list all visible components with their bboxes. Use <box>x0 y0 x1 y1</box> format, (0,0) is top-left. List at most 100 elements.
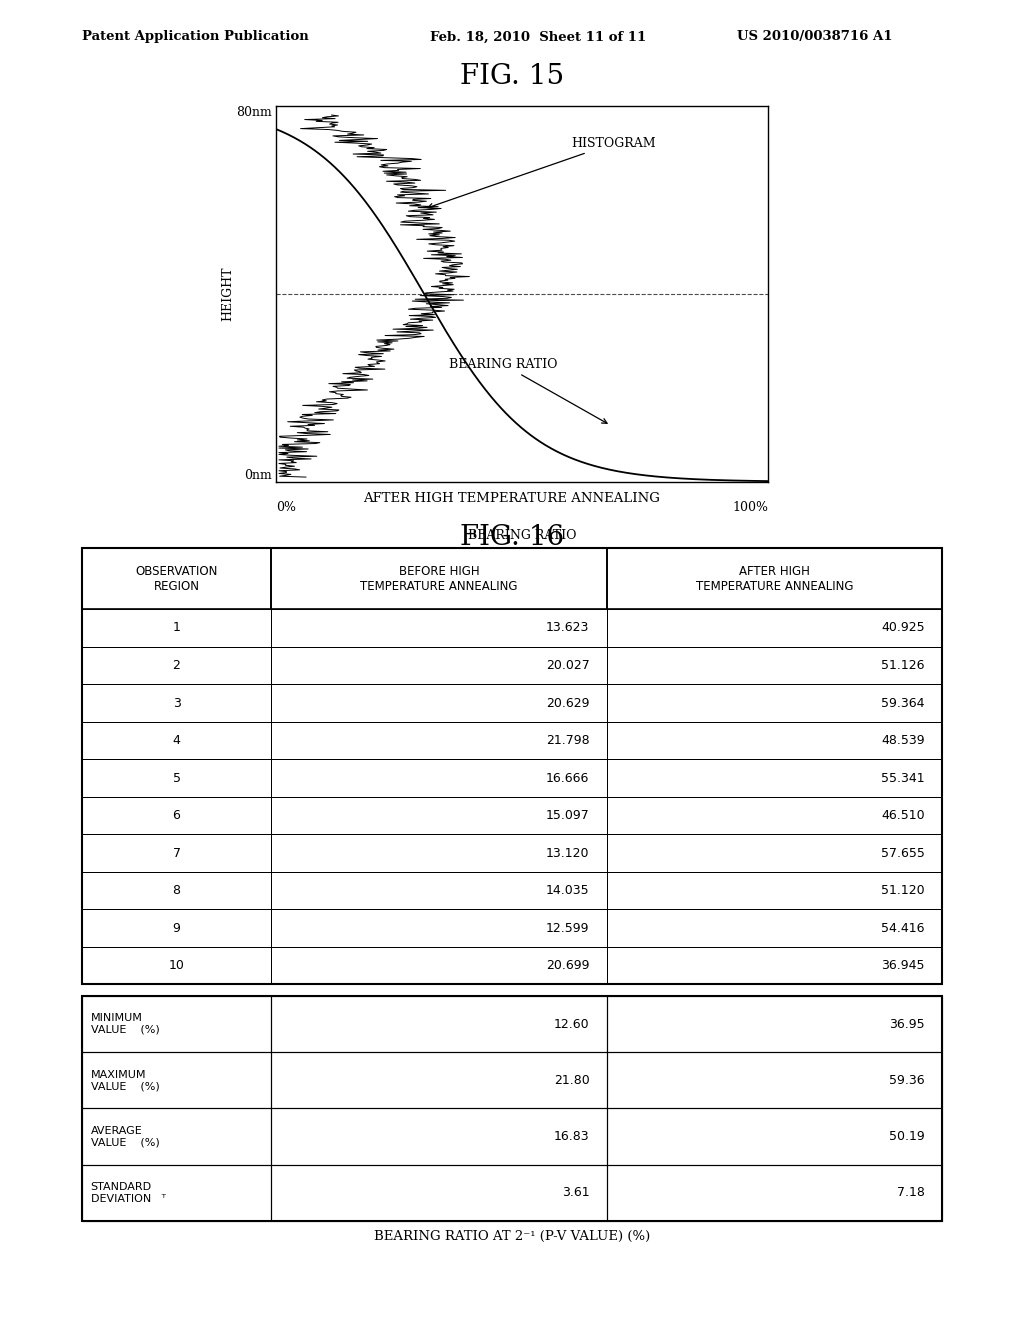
Text: 80nm: 80nm <box>236 106 271 119</box>
Bar <box>82 1052 271 1109</box>
Text: BEFORE HIGH
TEMPERATURE ANNEALING: BEFORE HIGH TEMPERATURE ANNEALING <box>360 565 518 593</box>
Bar <box>82 946 271 985</box>
Text: 8: 8 <box>172 884 180 898</box>
Bar <box>271 997 606 1052</box>
Bar <box>606 797 942 834</box>
Bar <box>271 759 606 797</box>
Text: STANDARD
DEVIATION   ᵀ: STANDARD DEVIATION ᵀ <box>90 1183 166 1204</box>
Bar <box>271 946 606 985</box>
Bar <box>606 548 942 610</box>
Text: 12.599: 12.599 <box>546 921 590 935</box>
Text: 46.510: 46.510 <box>882 809 925 822</box>
Bar <box>82 997 942 1221</box>
Text: AFTER HIGH TEMPERATURE ANNEALING: AFTER HIGH TEMPERATURE ANNEALING <box>364 492 660 506</box>
Text: FIG. 16: FIG. 16 <box>460 524 564 550</box>
Text: OBSERVATION
REGION: OBSERVATION REGION <box>135 565 218 593</box>
Bar <box>82 834 271 871</box>
Bar <box>271 834 606 871</box>
Bar <box>606 834 942 871</box>
Text: 48.539: 48.539 <box>882 734 925 747</box>
Bar <box>82 647 271 684</box>
Bar <box>606 997 942 1052</box>
Bar <box>606 909 942 946</box>
Text: HISTOGRAM: HISTOGRAM <box>428 137 656 209</box>
Bar <box>271 1164 606 1221</box>
Text: 13.623: 13.623 <box>546 622 590 635</box>
Bar <box>82 1164 271 1221</box>
Bar <box>606 1052 942 1109</box>
Bar <box>271 684 606 722</box>
Text: 12.60: 12.60 <box>554 1018 590 1031</box>
Bar <box>606 722 942 759</box>
Text: 20.699: 20.699 <box>546 960 590 972</box>
Text: MINIMUM
VALUE    (%): MINIMUM VALUE (%) <box>90 1014 160 1035</box>
Text: 20.027: 20.027 <box>546 659 590 672</box>
Text: US 2010/0038716 A1: US 2010/0038716 A1 <box>737 30 893 44</box>
Text: BEARING RATIO AT 2⁻¹ (P-V VALUE) (%): BEARING RATIO AT 2⁻¹ (P-V VALUE) (%) <box>374 1230 650 1243</box>
Text: 55.341: 55.341 <box>882 771 925 784</box>
Bar <box>271 548 606 610</box>
Bar <box>271 722 606 759</box>
Bar <box>606 946 942 985</box>
Bar <box>606 871 942 909</box>
Text: 14.035: 14.035 <box>546 884 590 898</box>
Text: 20.629: 20.629 <box>546 697 590 710</box>
Text: 5: 5 <box>172 771 180 784</box>
Text: 57.655: 57.655 <box>881 846 925 859</box>
Bar <box>606 1109 942 1164</box>
Text: 16.666: 16.666 <box>546 771 590 784</box>
Text: 59.36: 59.36 <box>889 1074 925 1086</box>
Text: 0nm: 0nm <box>244 469 271 482</box>
Text: 21.798: 21.798 <box>546 734 590 747</box>
Bar <box>82 759 271 797</box>
Text: 21.80: 21.80 <box>554 1074 590 1086</box>
Text: 36.945: 36.945 <box>882 960 925 972</box>
Text: 51.120: 51.120 <box>882 884 925 898</box>
Text: 59.364: 59.364 <box>882 697 925 710</box>
Text: 7: 7 <box>172 846 180 859</box>
Text: 1: 1 <box>173 622 180 635</box>
Text: 16.83: 16.83 <box>554 1130 590 1143</box>
Bar <box>606 647 942 684</box>
Bar <box>82 797 271 834</box>
Bar <box>82 610 271 647</box>
Bar <box>271 1109 606 1164</box>
Bar <box>82 548 942 985</box>
Bar <box>271 610 606 647</box>
Text: 100%: 100% <box>732 500 768 513</box>
Bar <box>271 871 606 909</box>
Text: AFTER HIGH
TEMPERATURE ANNEALING: AFTER HIGH TEMPERATURE ANNEALING <box>695 565 853 593</box>
Bar <box>82 997 271 1052</box>
Bar <box>82 1109 271 1164</box>
Bar <box>82 684 271 722</box>
Text: Feb. 18, 2010  Sheet 11 of 11: Feb. 18, 2010 Sheet 11 of 11 <box>430 30 646 44</box>
Text: 50.19: 50.19 <box>889 1130 925 1143</box>
Bar <box>271 909 606 946</box>
Bar <box>82 722 271 759</box>
Text: 4: 4 <box>173 734 180 747</box>
Text: MAXIMUM
VALUE    (%): MAXIMUM VALUE (%) <box>90 1069 160 1092</box>
Text: AVERAGE
VALUE    (%): AVERAGE VALUE (%) <box>90 1126 160 1147</box>
Bar <box>606 684 942 722</box>
Text: Patent Application Publication: Patent Application Publication <box>82 30 308 44</box>
Bar <box>271 647 606 684</box>
Bar <box>271 797 606 834</box>
Bar <box>82 909 271 946</box>
Text: 6: 6 <box>173 809 180 822</box>
Text: BEARING RATIO: BEARING RATIO <box>449 358 607 424</box>
Text: 0%: 0% <box>276 500 297 513</box>
Bar <box>606 610 942 647</box>
Bar <box>606 759 942 797</box>
Text: 3.61: 3.61 <box>562 1187 590 1200</box>
Text: 7.18: 7.18 <box>897 1187 925 1200</box>
Bar <box>82 871 271 909</box>
Text: 10: 10 <box>169 960 184 972</box>
Text: 13.120: 13.120 <box>546 846 590 859</box>
Text: HEIGHT: HEIGHT <box>221 267 233 321</box>
Bar <box>82 548 271 610</box>
Bar <box>271 1052 606 1109</box>
Text: 54.416: 54.416 <box>882 921 925 935</box>
Bar <box>606 1164 942 1221</box>
Text: 40.925: 40.925 <box>882 622 925 635</box>
Text: 15.097: 15.097 <box>546 809 590 822</box>
